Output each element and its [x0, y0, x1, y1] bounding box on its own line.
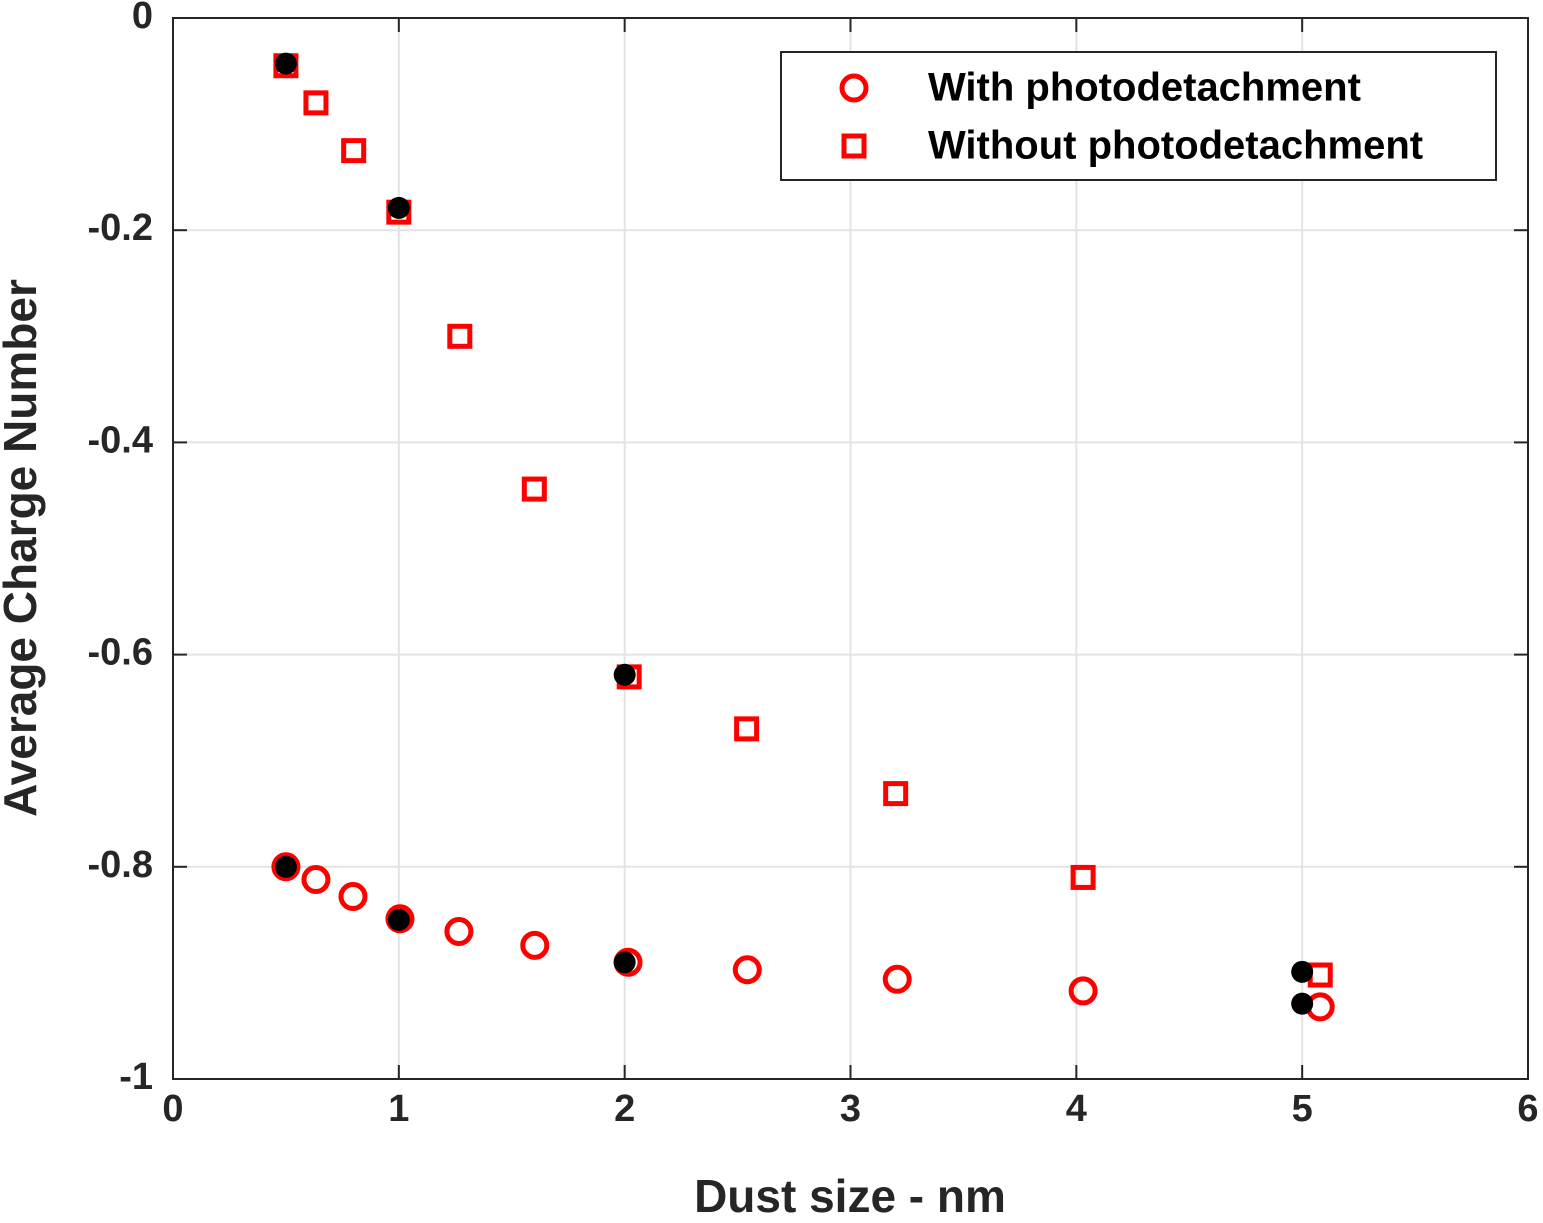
circle-marker — [882, 964, 912, 994]
y-tick-label: -0.6 — [88, 632, 153, 674]
y-axis-label: Average Charge Number — [0, 279, 46, 817]
dot-marker — [1291, 992, 1314, 1015]
dot-marker — [613, 663, 636, 686]
dot-marker — [1291, 960, 1314, 983]
x-tick-label: 0 — [162, 1088, 183, 1130]
legend: With photodetachment Without photodetachm… — [780, 51, 1497, 181]
square-marker — [734, 716, 760, 742]
x-tick-label: 2 — [614, 1088, 635, 1130]
square-marker — [883, 781, 909, 807]
y-tick-label: -1 — [119, 1056, 153, 1098]
circle-marker — [520, 930, 550, 960]
dot-marker — [387, 908, 410, 931]
legend-label: With photodetachment — [928, 66, 1361, 110]
x-tick-label: 6 — [1517, 1088, 1538, 1130]
square-marker — [521, 476, 547, 502]
legend-box — [780, 51, 1497, 181]
square-marker — [447, 323, 473, 349]
circle-marker — [271, 852, 301, 882]
x-tick-label: 4 — [1066, 1088, 1087, 1130]
square-marker — [303, 90, 329, 116]
dot-marker — [613, 951, 636, 974]
plot-frame — [172, 17, 1529, 1080]
circle-marker — [444, 917, 474, 947]
circle-marker — [732, 955, 762, 985]
legend-label: Without photodetachment — [928, 124, 1423, 168]
x-axis-label: Dust size - nm — [694, 1170, 1006, 1222]
y-tick-label: 0 — [132, 0, 153, 37]
dot-marker — [274, 52, 297, 75]
circle-marker — [338, 882, 368, 912]
dot-marker — [387, 196, 410, 219]
circle-marker — [839, 73, 869, 103]
circle-marker — [301, 865, 331, 895]
x-tick-label: 5 — [1292, 1088, 1313, 1130]
circle-marker — [1068, 976, 1098, 1006]
square-marker — [1070, 864, 1096, 890]
dot-marker — [274, 855, 297, 878]
y-tick-label: -0.2 — [88, 207, 153, 249]
square-marker — [341, 138, 367, 164]
x-tick-label: 1 — [388, 1088, 409, 1130]
square-marker — [841, 133, 867, 159]
y-tick-label: -0.4 — [88, 419, 153, 461]
square-marker — [1307, 962, 1333, 988]
y-tick-label: -0.8 — [88, 844, 153, 886]
x-tick-label: 3 — [840, 1088, 861, 1130]
